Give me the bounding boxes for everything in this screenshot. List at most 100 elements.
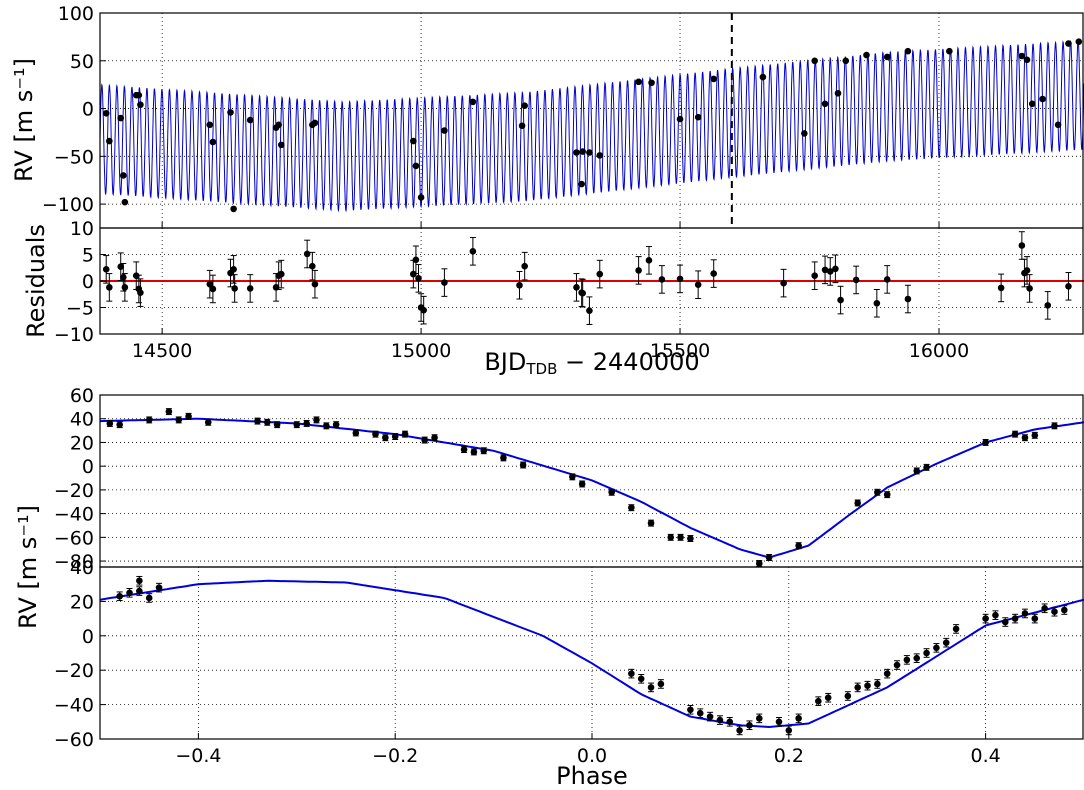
data-point [844, 692, 852, 700]
data-point [231, 285, 238, 292]
data-point [137, 101, 144, 109]
data-point [801, 130, 808, 137]
panel-residuals: 10 5 0 −5 −10 14500 15000 15500 16000 [54, 218, 1084, 362]
data-point [410, 270, 417, 278]
data-point [117, 114, 125, 122]
y-tick-label: −40 [54, 504, 94, 526]
data-point [277, 270, 285, 278]
data-point [391, 433, 399, 440]
x-tick-label: 14500 [132, 340, 192, 362]
y-tick-label: −80 [54, 551, 94, 573]
data-point [120, 273, 127, 281]
data-point [1044, 302, 1052, 309]
data-point [992, 611, 999, 619]
data-point [323, 422, 330, 430]
data-point [521, 102, 528, 109]
data-point [273, 421, 281, 428]
panel-phase-c: 40 20 0 −20 −40 −60 −0.4 −0.2 0.0 0.2 0.4 [54, 557, 1084, 767]
y-tick-label: −50 [54, 146, 94, 168]
data-point [864, 682, 871, 689]
data-point [415, 275, 422, 282]
data-point [874, 680, 881, 688]
data-point [645, 257, 653, 264]
data-point [469, 248, 477, 255]
data-point [332, 421, 340, 428]
data-point [834, 89, 842, 97]
data-point [106, 284, 113, 291]
data-point [135, 91, 143, 99]
data-point [1018, 242, 1026, 249]
data-point [137, 289, 144, 296]
y-tick-label: −60 [54, 729, 94, 751]
data-point [842, 57, 850, 65]
y-tick-label: 100 [58, 3, 94, 25]
data-point [1031, 432, 1039, 439]
panel-rv-time: 100 50 0 −50 −100 [42, 3, 1084, 229]
data-point [687, 706, 694, 714]
y-tick-label: 40 [70, 557, 94, 579]
data-point [628, 670, 635, 677]
data-point [185, 413, 192, 420]
data-point [736, 727, 743, 734]
data-point [874, 488, 881, 496]
data-point [635, 78, 642, 86]
data-point [913, 654, 921, 662]
data-point [441, 127, 448, 134]
data-point [1051, 422, 1058, 430]
y-tick-label: 50 [70, 51, 94, 73]
data-point [815, 697, 822, 705]
data-point [883, 53, 891, 61]
data-point [136, 577, 143, 585]
data-point [579, 148, 586, 155]
data-point [854, 684, 861, 691]
data-point [421, 436, 429, 444]
y-tick-label: −20 [54, 480, 94, 502]
data-point [382, 434, 389, 442]
data-point [923, 649, 930, 657]
data-point [106, 137, 113, 145]
data-point [1051, 608, 1058, 616]
data-point [121, 284, 129, 291]
data-point [1028, 100, 1036, 108]
data-point [441, 279, 448, 286]
data-point [873, 299, 881, 307]
data-point [204, 418, 212, 426]
data-point [1065, 40, 1072, 47]
data-point [516, 281, 523, 289]
data-point [608, 488, 615, 496]
data-point [175, 416, 183, 424]
data-point [412, 162, 420, 170]
data-point [254, 417, 261, 425]
data-point [1011, 430, 1019, 438]
y-tick-label: 0 [82, 626, 94, 648]
data-point [1065, 283, 1072, 290]
data-point [904, 47, 912, 55]
data-point [821, 266, 829, 274]
data-point [1061, 606, 1068, 614]
data-point [372, 430, 379, 438]
data-point [263, 418, 271, 426]
data-point [647, 684, 655, 691]
data-point [997, 284, 1005, 292]
x-tick-label: 15500 [650, 340, 710, 362]
data-point [913, 467, 921, 475]
data-point [952, 625, 960, 633]
data-point [206, 121, 214, 129]
data-point [1018, 52, 1026, 60]
data-point [946, 47, 953, 55]
data-point [904, 295, 912, 303]
data-point [923, 464, 930, 471]
data-point [1011, 615, 1019, 622]
data-point [755, 560, 763, 567]
data-point [785, 727, 793, 734]
data-point [647, 519, 655, 527]
y-tick-label: −100 [42, 194, 94, 216]
data-point [120, 172, 127, 179]
data-point [837, 296, 844, 304]
data-point [521, 262, 528, 270]
data-point [206, 280, 214, 288]
data-point [586, 307, 593, 314]
data-point [480, 447, 488, 455]
